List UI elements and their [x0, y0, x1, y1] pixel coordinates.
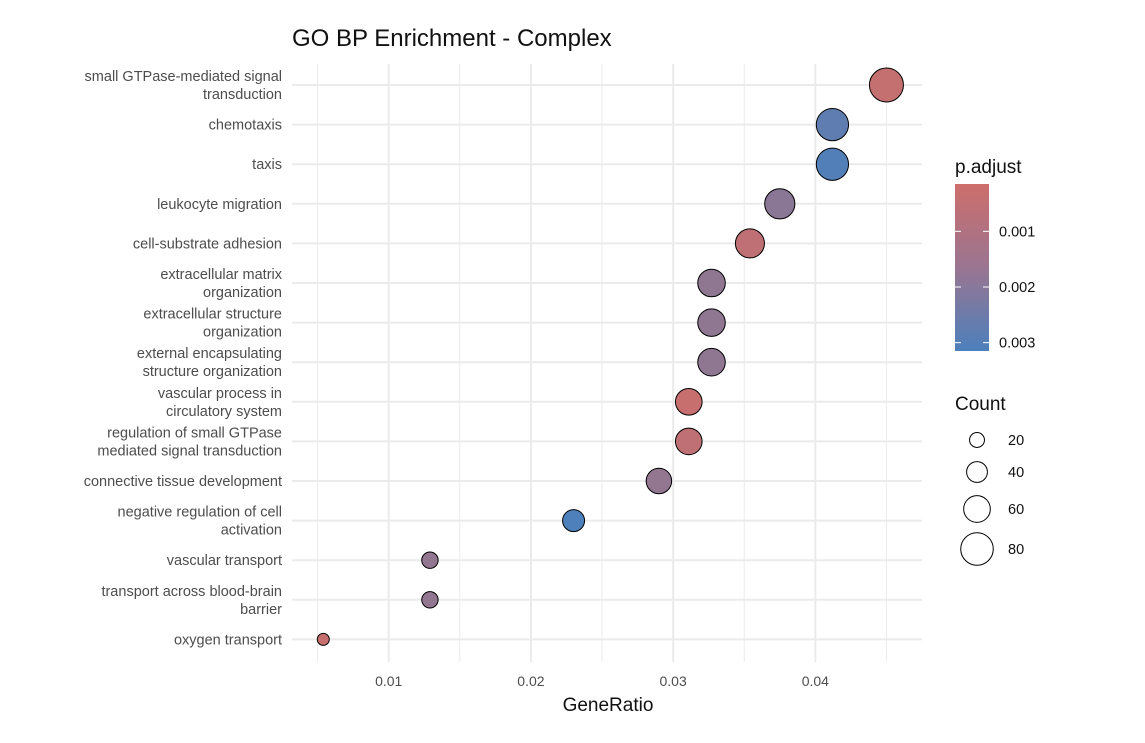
y-term-label-line: regulation of small GTPase	[107, 425, 282, 441]
x-tick-label: 0.02	[517, 673, 544, 689]
count-legend-circle	[960, 532, 994, 566]
count-legend-label: 60	[1008, 502, 1024, 518]
count-legend-items: 20 40 60 80	[960, 432, 1024, 566]
count-legend-circle	[969, 432, 985, 448]
y-term-label: cell-substrate adhesion	[133, 236, 282, 252]
y-term-label-line: extracellular matrix	[160, 267, 282, 283]
data-point	[421, 551, 439, 569]
y-term-label: transport across blood-brain barrier	[101, 584, 282, 618]
y-term-label-line: small GTPase-mediated signal	[85, 69, 282, 85]
x-axis-label: GeneRatio	[563, 695, 654, 716]
data-point	[764, 188, 796, 220]
colorbar-tick-label: 0.002	[999, 280, 1035, 296]
y-term-label-line: transport across blood-brain	[101, 584, 282, 600]
data-point	[815, 147, 850, 181]
p-adjust-colorbar	[955, 184, 989, 351]
y-axis-term-labels: small GTPase-mediated signal transduction…	[84, 69, 283, 648]
p-adjust-legend: p.adjust 0.001 0.002 0.003	[955, 157, 1035, 352]
data-point	[697, 308, 726, 337]
data-point	[421, 591, 439, 609]
data-point	[868, 67, 904, 103]
data-point	[697, 347, 726, 377]
count-legend-label: 40	[1008, 465, 1024, 481]
y-term-label: extracellular structure organization	[143, 307, 282, 341]
data-point	[316, 632, 330, 646]
data-point	[674, 387, 703, 416]
y-term-label-line: transduction	[203, 87, 282, 103]
y-term-label-line: extracellular structure	[143, 307, 282, 323]
data-point	[734, 228, 765, 259]
count-legend-circle	[963, 495, 991, 523]
y-term-label-line: vascular process in	[158, 386, 282, 402]
y-term-label: small GTPase-mediated signal transduction	[85, 69, 282, 103]
data-points	[316, 67, 904, 646]
count-legend-label: 80	[1008, 542, 1024, 558]
y-term-label: external encapsulating structure organiza…	[137, 346, 282, 380]
data-point	[562, 509, 586, 533]
y-term-label-line: oxygen transport	[174, 632, 282, 648]
y-term-label: oxygen transport	[174, 632, 282, 648]
grid-lines	[292, 64, 922, 662]
data-point	[815, 107, 850, 142]
y-term-label: vascular process in circulatory system	[158, 386, 282, 420]
chart-title: GO BP Enrichment - Complex	[292, 25, 612, 52]
x-tick-label: 0.01	[375, 673, 402, 689]
x-tick-label: 0.04	[802, 673, 829, 689]
y-term-label: connective tissue development	[84, 474, 282, 490]
y-term-label: regulation of small GTPase mediated signa…	[97, 425, 282, 459]
data-point	[674, 427, 703, 456]
y-term-label-line: negative regulation of cell	[118, 505, 282, 521]
y-term-label-line: organization	[203, 325, 282, 341]
count-legend-title: Count	[955, 394, 1006, 415]
y-term-label-line: organization	[203, 285, 282, 301]
y-term-label: chemotaxis	[209, 118, 282, 134]
y-term-label: negative regulation of cell activation	[118, 505, 282, 539]
data-point	[697, 268, 726, 298]
y-term-label-line: taxis	[252, 157, 282, 173]
y-term-label-line: structure organization	[143, 364, 282, 380]
y-term-label: extracellular matrix organization	[160, 267, 282, 301]
y-term-label: vascular transport	[167, 553, 282, 569]
y-term-label-line: cell-substrate adhesion	[133, 236, 282, 252]
data-point	[645, 467, 673, 495]
x-axis-tick-labels: 0.01 0.02 0.03 0.04	[375, 673, 829, 689]
y-term-label-line: activation	[221, 523, 282, 539]
y-term-label-line: external encapsulating	[137, 346, 282, 362]
y-term-label-line: connective tissue development	[84, 474, 282, 490]
colorbar-tick-label: 0.003	[999, 336, 1035, 352]
y-term-label-line: mediated signal transduction	[97, 443, 282, 459]
y-term-label-line: vascular transport	[167, 553, 282, 569]
y-term-label: taxis	[252, 157, 282, 173]
y-term-label-line: barrier	[240, 602, 282, 618]
count-legend-circle	[966, 461, 988, 483]
p-adjust-legend-title: p.adjust	[955, 157, 1022, 178]
x-tick-label: 0.03	[660, 673, 687, 689]
y-term-label-line: leukocyte migration	[157, 197, 282, 213]
p-adjust-colorbar-ticks: 0.001 0.002 0.003	[955, 224, 1035, 352]
colorbar-tick-label: 0.001	[999, 224, 1035, 240]
count-legend-label: 20	[1008, 433, 1024, 449]
y-term-label: leukocyte migration	[157, 197, 282, 213]
plot-panel: small GTPase-mediated signal transduction…	[84, 64, 922, 689]
y-term-label-line: circulatory system	[166, 404, 282, 420]
count-legend: Count 20 40 60 80	[955, 394, 1024, 566]
y-term-label-line: chemotaxis	[209, 118, 282, 134]
